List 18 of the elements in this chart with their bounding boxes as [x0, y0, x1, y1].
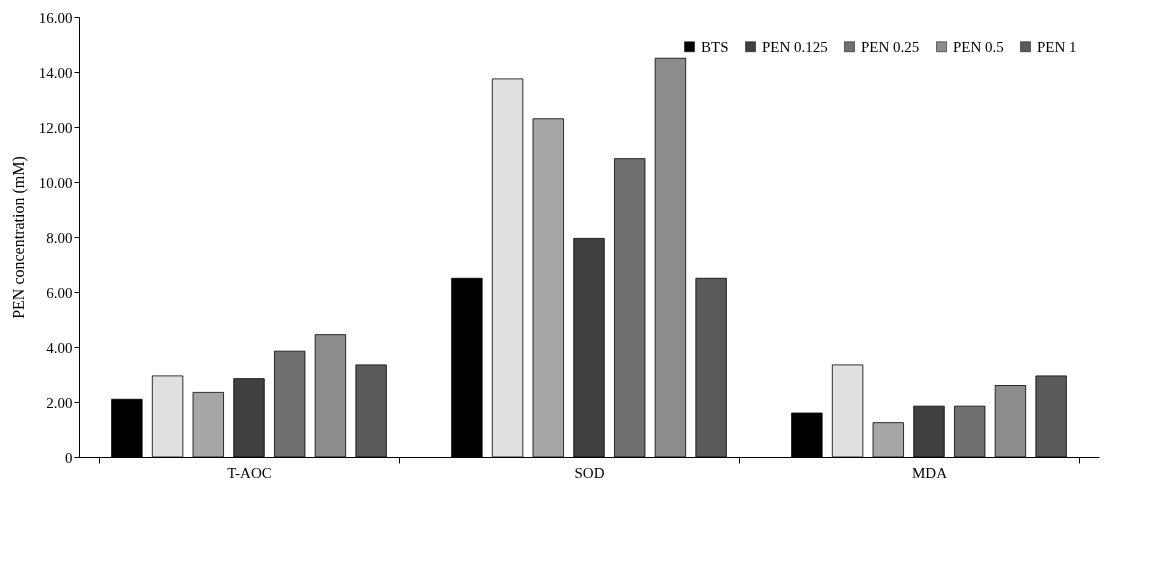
legend-label: BTS [701, 38, 729, 55]
y-tick-label: 10.00 [38, 174, 73, 191]
legend-label: PEN 0.5 [953, 38, 1004, 55]
x-tick-label: MDA [911, 464, 948, 481]
x-tick-label: SOD [574, 464, 605, 481]
y-axis-title: PEN concentration (mM) [9, 156, 28, 319]
legend-label: PEN 0.25 [861, 38, 920, 55]
y-tick-label: 14.00 [38, 64, 73, 81]
y-tick-label: 0 [65, 449, 73, 466]
x-tick-label: T-AOC [227, 464, 272, 481]
legend-label: PEN 1 [1037, 38, 1077, 55]
y-tick-label: 16.00 [38, 9, 73, 26]
y-tick-label: 6.00 [46, 284, 73, 301]
y-tick-label: 2.00 [46, 394, 73, 411]
legend-label: PEN 0.125 [762, 38, 828, 55]
y-tick-label: 8.00 [46, 229, 73, 246]
y-tick-label: 4.00 [46, 339, 73, 356]
y-tick-label: 12.00 [38, 119, 73, 136]
